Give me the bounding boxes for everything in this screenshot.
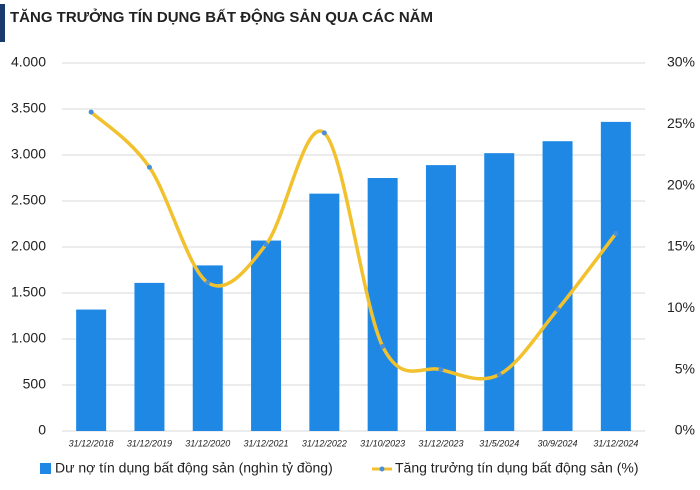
y-tick-label: 2.000 (11, 238, 46, 254)
x-tick-label: 31/10/2023 (360, 438, 405, 448)
legend-swatch (40, 463, 51, 474)
bar (367, 178, 398, 431)
y2-tick-label: 5% (675, 360, 695, 376)
x-tick-label: 31/12/2023 (418, 438, 463, 448)
y2-tick-label: 0% (675, 422, 695, 438)
bar (192, 265, 223, 431)
line-marker (438, 367, 444, 373)
line-marker (88, 109, 94, 115)
bar (251, 240, 282, 431)
bar (309, 193, 340, 431)
x-tick-label: 31/5/2024 (479, 438, 519, 448)
title-accent (0, 4, 5, 42)
legend-label: Dư nợ tín dụng bất động sản (nghìn tỷ đồ… (55, 460, 333, 476)
y-tick-label: 3.500 (11, 100, 46, 116)
bar (134, 282, 165, 431)
x-tick-label: 31/12/2024 (593, 438, 638, 448)
y2-tick-label: 25% (667, 115, 695, 131)
x-tick-label: 31/12/2020 (185, 438, 230, 448)
line-marker (613, 231, 619, 237)
x-tick-label: 31/12/2018 (69, 438, 114, 448)
y-tick-label: 1.000 (11, 330, 46, 346)
bar (542, 141, 573, 431)
y-tick-label: 1.500 (11, 284, 46, 300)
y-tick-label: 3.000 (11, 146, 46, 162)
line-marker (263, 242, 269, 248)
line-marker (321, 130, 327, 136)
x-tick-label: 31/12/2022 (302, 438, 347, 448)
line-marker (146, 164, 152, 170)
y2-tick-label: 30% (667, 54, 695, 70)
bar (76, 309, 107, 431)
line (89, 110, 618, 381)
x-tick-label: 30/9/2024 (538, 438, 578, 448)
legend-swatch-marker (379, 466, 385, 472)
line-marker (496, 372, 502, 378)
bar (600, 121, 631, 431)
y-tick-label: 0 (38, 422, 46, 438)
y2-tick-label: 10% (667, 299, 695, 315)
bar (484, 153, 515, 431)
line-marker (380, 343, 386, 349)
legend-label: Tăng trưởng tín dụng bất động sản (%) (395, 460, 638, 476)
x-tick-label: 31/12/2019 (127, 438, 172, 448)
y2-tick-label: 15% (667, 238, 695, 254)
y-tick-label: 4.000 (11, 54, 46, 70)
y2-tick-label: 20% (667, 176, 695, 192)
y-tick-label: 500 (23, 376, 47, 392)
chart-title: TĂNG TRƯỞNG TÍN DỤNG BẤT ĐỘNG SẢN QUA CÁ… (10, 8, 433, 26)
line-marker (205, 280, 211, 286)
line-marker (555, 307, 561, 313)
y-tick-label: 2.500 (11, 192, 46, 208)
bar (425, 165, 456, 431)
x-tick-label: 31/12/2021 (244, 438, 289, 448)
